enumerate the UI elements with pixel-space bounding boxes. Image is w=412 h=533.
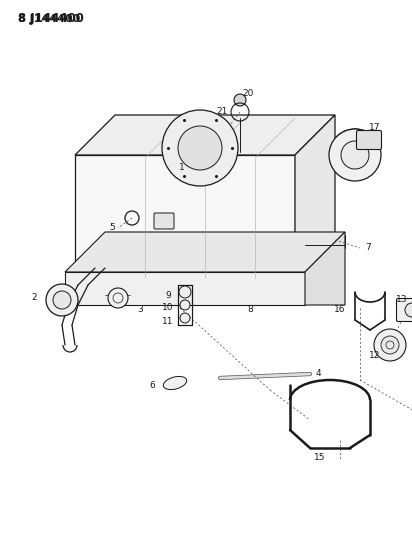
Circle shape bbox=[46, 284, 78, 316]
Circle shape bbox=[329, 129, 381, 181]
Circle shape bbox=[374, 329, 406, 361]
Polygon shape bbox=[305, 232, 345, 305]
Polygon shape bbox=[295, 115, 335, 280]
Text: 10: 10 bbox=[162, 303, 174, 312]
Text: 12: 12 bbox=[369, 351, 381, 359]
Text: 17: 17 bbox=[369, 124, 381, 133]
Text: 6: 6 bbox=[149, 381, 155, 390]
FancyBboxPatch shape bbox=[154, 213, 174, 229]
Text: 5: 5 bbox=[109, 223, 115, 232]
Circle shape bbox=[341, 141, 369, 169]
Polygon shape bbox=[75, 115, 335, 155]
Circle shape bbox=[53, 291, 71, 309]
Text: 8 J144400: 8 J144400 bbox=[18, 12, 84, 25]
Text: 16: 16 bbox=[334, 305, 346, 314]
Circle shape bbox=[381, 336, 399, 354]
Polygon shape bbox=[75, 155, 295, 280]
Text: 1: 1 bbox=[179, 164, 185, 173]
Circle shape bbox=[180, 313, 190, 323]
FancyBboxPatch shape bbox=[396, 298, 412, 321]
Polygon shape bbox=[65, 232, 345, 272]
Text: 3: 3 bbox=[137, 305, 143, 314]
Text: 9: 9 bbox=[165, 292, 171, 301]
Text: 8: 8 bbox=[247, 305, 253, 314]
Circle shape bbox=[179, 286, 191, 298]
Text: 8 J144400: 8 J144400 bbox=[18, 14, 80, 24]
Circle shape bbox=[234, 94, 246, 106]
Ellipse shape bbox=[163, 376, 187, 390]
Circle shape bbox=[162, 110, 238, 186]
Text: 13: 13 bbox=[396, 295, 408, 304]
Circle shape bbox=[108, 288, 128, 308]
Text: 15: 15 bbox=[314, 454, 326, 463]
Text: 11: 11 bbox=[162, 318, 174, 327]
Text: 2: 2 bbox=[31, 294, 37, 303]
Text: 20: 20 bbox=[242, 90, 254, 99]
Text: 21: 21 bbox=[216, 108, 228, 117]
FancyBboxPatch shape bbox=[356, 131, 382, 149]
Circle shape bbox=[178, 126, 222, 170]
Text: 4: 4 bbox=[315, 369, 321, 378]
Circle shape bbox=[405, 303, 412, 317]
Text: 7: 7 bbox=[365, 244, 371, 253]
Circle shape bbox=[180, 300, 190, 310]
Polygon shape bbox=[65, 272, 305, 305]
